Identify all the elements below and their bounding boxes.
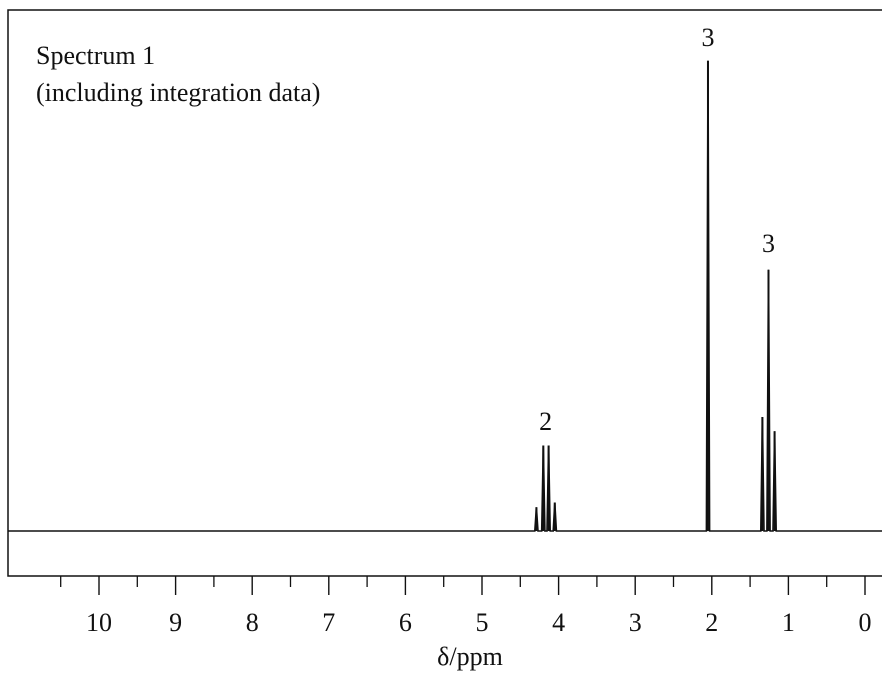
tick-label: 3 [629, 608, 642, 637]
tick-label: 7 [322, 608, 335, 637]
tick-label: 9 [169, 608, 182, 637]
tick-label: 1 [782, 608, 795, 637]
tick-label: 6 [399, 608, 412, 637]
x-axis-tick-labels: 10 9 8 7 6 5 4 3 2 1 0 [86, 608, 872, 637]
tick-label: 5 [476, 608, 489, 637]
chart-subtitle: (including integration data) [36, 78, 320, 107]
integration-label: 3 [701, 23, 714, 52]
tick-label: 0 [859, 608, 872, 637]
integration-label: 3 [762, 229, 775, 258]
integration-labels: 2 3 3 [539, 23, 775, 436]
plot-frame [7, 9, 882, 577]
x-axis-ticks [60, 576, 866, 595]
tick-label: 2 [705, 608, 718, 637]
chart-title: Spectrum 1 [36, 41, 155, 70]
tick-label: 8 [246, 608, 259, 637]
spectrum-line [8, 60, 882, 532]
tick-label: 10 [86, 608, 112, 637]
tick-label: 4 [552, 608, 565, 637]
integration-label: 2 [539, 407, 552, 436]
peak-markers [535, 60, 776, 531]
x-axis-label: δ/ppm [437, 642, 503, 671]
